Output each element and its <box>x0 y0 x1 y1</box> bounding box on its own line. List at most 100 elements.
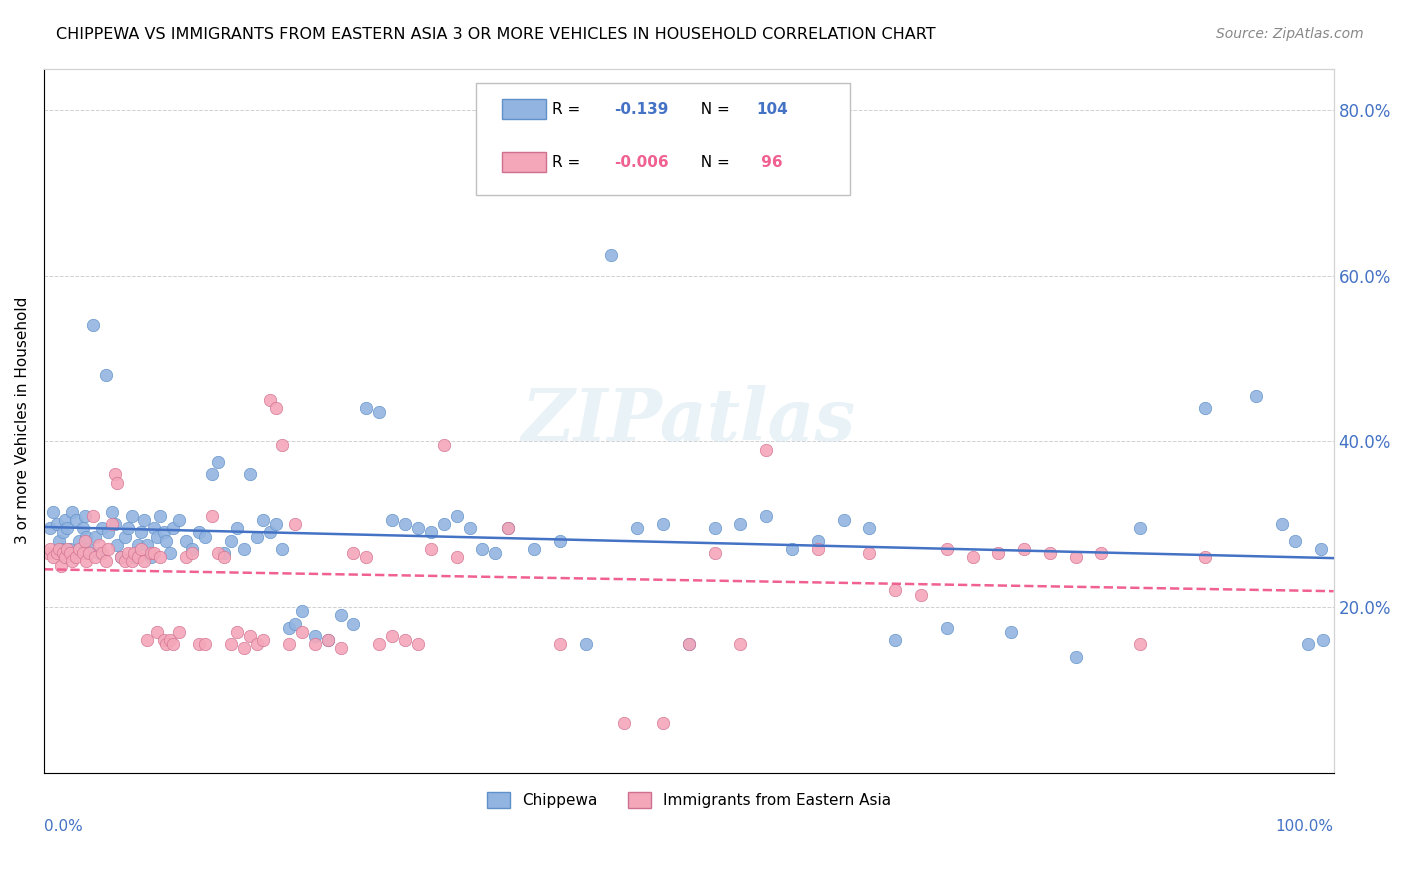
Point <box>101 505 124 519</box>
Point <box>219 637 242 651</box>
Point <box>146 624 169 639</box>
Point <box>200 508 222 523</box>
Point <box>239 629 262 643</box>
Point <box>104 517 127 532</box>
Point <box>316 633 339 648</box>
Point <box>264 517 287 532</box>
Point <box>271 438 294 452</box>
Point <box>548 533 571 548</box>
Point <box>730 637 752 651</box>
Point <box>356 401 378 416</box>
Point <box>60 554 83 568</box>
Point <box>194 637 217 651</box>
Point <box>304 629 326 643</box>
Point <box>226 521 249 535</box>
Point <box>626 521 648 535</box>
Text: CHIPPEWA VS IMMIGRANTS FROM EASTERN ASIA 3 OR MORE VEHICLES IN HOUSEHOLD CORRELA: CHIPPEWA VS IMMIGRANTS FROM EASTERN ASIA… <box>56 27 936 42</box>
Point <box>329 641 352 656</box>
Point <box>232 641 254 656</box>
Point <box>134 554 156 568</box>
Point <box>1129 637 1152 651</box>
Point <box>600 248 623 262</box>
Point <box>381 629 404 643</box>
Point <box>1309 542 1331 557</box>
Point <box>219 533 242 548</box>
Text: 0.0%: 0.0% <box>44 819 83 833</box>
Point <box>53 513 76 527</box>
Point <box>1129 521 1152 535</box>
Point <box>52 525 75 540</box>
Point <box>419 542 441 557</box>
Point <box>187 525 209 540</box>
Point <box>75 554 97 568</box>
Point <box>259 525 281 540</box>
Point <box>90 521 112 535</box>
Point <box>110 550 132 565</box>
Point <box>1012 542 1035 557</box>
Text: -0.006: -0.006 <box>614 154 669 169</box>
Point <box>114 554 136 568</box>
Point <box>406 637 429 651</box>
Point <box>181 542 204 557</box>
Point <box>419 525 441 540</box>
Point <box>56 542 79 557</box>
Point <box>139 550 162 565</box>
Point <box>75 533 97 548</box>
Point <box>433 517 456 532</box>
Point <box>82 318 104 333</box>
Point <box>574 637 596 651</box>
Point <box>146 530 169 544</box>
Point <box>45 517 67 532</box>
Text: -0.139: -0.139 <box>614 102 668 117</box>
Point <box>129 542 152 557</box>
Point <box>910 588 932 602</box>
Point <box>97 542 120 557</box>
Point <box>89 546 111 560</box>
Point <box>174 533 197 548</box>
Point <box>67 542 90 557</box>
Point <box>1312 633 1334 648</box>
Point <box>77 542 100 557</box>
Point <box>935 542 957 557</box>
Point <box>652 716 675 731</box>
Point <box>162 521 184 535</box>
Point <box>214 550 236 565</box>
FancyBboxPatch shape <box>502 152 546 172</box>
Point <box>304 637 326 651</box>
Point <box>226 624 249 639</box>
Point <box>89 538 111 552</box>
Point <box>329 608 352 623</box>
Legend: Chippewa, Immigrants from Eastern Asia: Chippewa, Immigrants from Eastern Asia <box>481 786 897 814</box>
Point <box>678 637 700 651</box>
Point <box>433 438 456 452</box>
Point <box>807 542 830 557</box>
Point <box>1000 624 1022 639</box>
Point <box>121 554 143 568</box>
Point <box>107 475 129 490</box>
Point <box>77 546 100 560</box>
Point <box>104 467 127 482</box>
Point <box>703 546 725 560</box>
Point <box>149 508 172 523</box>
Point <box>1064 649 1087 664</box>
Point <box>207 546 229 560</box>
Point <box>122 546 145 560</box>
Point <box>264 401 287 416</box>
Point <box>45 546 67 560</box>
Point <box>94 368 117 382</box>
Point <box>90 546 112 560</box>
Point <box>37 546 59 560</box>
Point <box>200 467 222 482</box>
Point <box>278 637 301 651</box>
Point <box>122 550 145 565</box>
Point <box>194 530 217 544</box>
Point <box>232 542 254 557</box>
Text: R =: R = <box>553 154 585 169</box>
Point <box>149 550 172 565</box>
Point <box>181 546 204 560</box>
Point <box>65 513 87 527</box>
Point <box>153 633 176 648</box>
Point <box>121 508 143 523</box>
Point <box>1039 546 1062 560</box>
Point <box>72 546 94 560</box>
